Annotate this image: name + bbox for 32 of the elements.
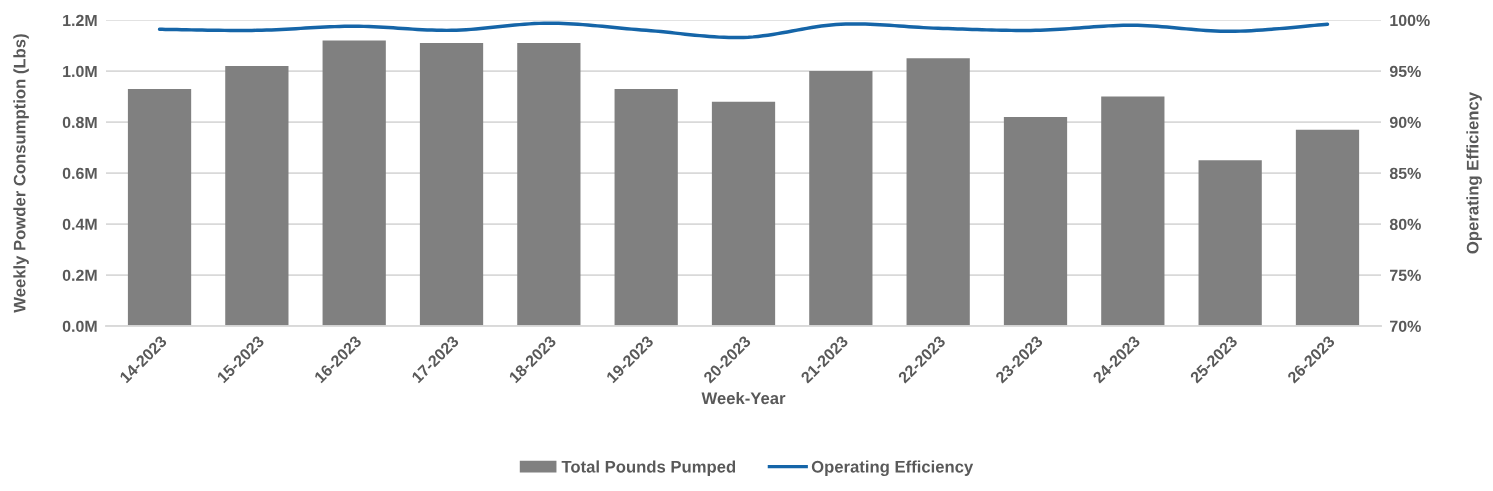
y-tick-label: 0.4M — [62, 218, 97, 230]
bar — [517, 43, 581, 327]
x-axis-title: Week-Year — [701, 391, 786, 405]
bar — [322, 40, 386, 327]
bar — [1295, 129, 1360, 327]
bar — [225, 66, 289, 327]
bar — [614, 88, 678, 327]
y-tick-label: 1.2M — [63, 14, 97, 26]
y-tick-label: 1.0M — [63, 65, 97, 78]
y2-tick-label: 85% — [1389, 167, 1421, 180]
y2-tick-label: 75% — [1390, 269, 1421, 281]
bar — [711, 101, 776, 327]
y2-tick-label: 70% — [1390, 320, 1421, 332]
bar — [1003, 117, 1068, 327]
y-tick-label: 0.2M — [62, 269, 97, 281]
bar — [127, 88, 192, 327]
y-tick-label: 0.0M — [62, 320, 97, 332]
y2-tick-label: 80% — [1389, 218, 1421, 230]
y2-axis-title: Operating Efficiency — [1466, 92, 1482, 254]
legend-label: Total Pounds Pumped — [561, 460, 736, 476]
bar — [1101, 96, 1165, 327]
y-axis-title: Weekly Powder Consumption (Lbs) — [13, 34, 29, 313]
bar — [1198, 160, 1262, 327]
y2-tick-label: 100% — [1390, 14, 1430, 27]
y-tick-label: 0.8M — [62, 116, 97, 129]
legend-label: Operating Efficiency — [811, 460, 974, 476]
y2-tick-label: 95% — [1389, 65, 1421, 78]
bar — [809, 71, 873, 327]
bar — [906, 58, 970, 327]
y2-tick-label: 90% — [1389, 116, 1421, 129]
bar — [419, 43, 484, 327]
y-tick-label: 0.6M — [62, 167, 97, 180]
